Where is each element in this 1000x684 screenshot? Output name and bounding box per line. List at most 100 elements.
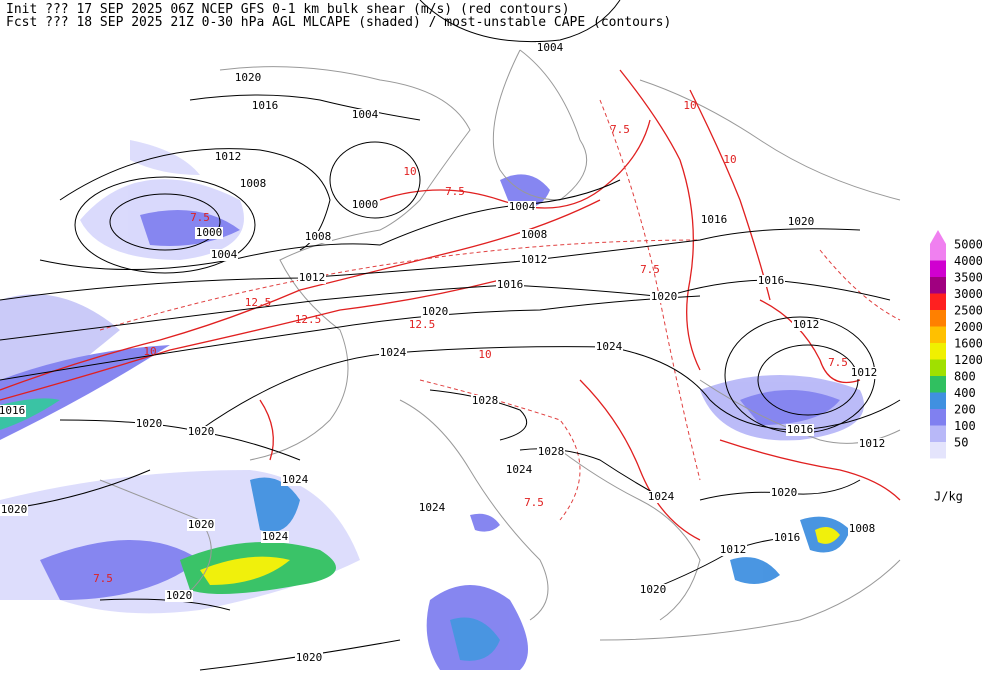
shear-label: 10 [723,153,736,166]
isobar-label: 1024 [506,463,533,476]
shear-label: 7.5 [190,211,210,224]
colorbar-label: 800 [954,370,976,384]
isobar-label: 1024 [380,346,407,359]
isobar-label-bg [187,519,215,531]
isobar-label: 1004 [211,248,238,261]
colorbar-swatch [930,326,946,343]
isobar-label: 1020 [188,518,215,531]
isobar-label-bg [505,464,533,476]
header-line: Init ??? 17 SEP 2025 06Z NCEP GFS 0-1 km… [6,2,570,17]
isobar-label: 1020 [235,71,262,84]
isobar-label-bg [595,341,623,353]
shear-label: 10 [403,165,416,178]
colorbar-swatch [930,244,946,261]
isobar-label-bg [234,72,262,84]
isobar-label: 1016 [497,278,524,291]
shear-label: 7.5 [828,356,848,369]
isobar-label: 1008 [521,228,548,241]
isobar-label: 1024 [419,501,446,514]
colorbar-label: 3000 [954,287,983,301]
colorbar-swatch [930,260,946,277]
isobar-label: 1024 [648,490,675,503]
isobar-label: 1004 [537,41,564,54]
isobar-label-bg [786,424,814,436]
colorbar-label: 1200 [954,353,983,367]
shear-label: 12.5 [295,313,322,326]
isobar-label: 1012 [720,543,747,556]
isobar-label: 1012 [851,366,878,379]
isobar-label-bg [773,532,801,544]
isobar-label: 1016 [787,423,814,436]
colorbar-label: 400 [954,386,976,400]
isobar-label: 1020 [1,503,28,516]
isobar-label-bg [351,109,379,121]
isobar-label-bg [757,275,785,287]
colorbar-arrow [930,230,946,244]
isobar-label-bg [0,405,26,417]
isobar-label-bg [418,502,446,514]
shear-label: 7.5 [610,123,630,136]
isobar-label: 1012 [521,253,548,266]
isobar-label-bg [210,249,238,261]
isobar-label-bg [848,523,876,535]
shear-label: 7.5 [445,185,465,198]
colorbar-swatch [930,442,946,459]
isobar-label-bg [261,531,289,543]
isobar-label: 1020 [771,486,798,499]
shear-label: 7.5 [640,263,660,276]
colorbar-swatch [930,409,946,426]
isobar-label-bg [165,590,193,602]
cape-shading [0,140,864,670]
shear-label: 10 [683,99,696,112]
isobar-label: 1008 [240,177,267,190]
isobar-label: 1016 [0,404,25,417]
isobar-label: 1012 [299,271,326,284]
isobar-label: 1016 [701,213,728,226]
isobar-label-bg [650,291,678,303]
isobar-label: 1024 [282,473,309,486]
isobar-label: 1000 [196,226,223,239]
shear-contours [0,69,901,541]
isobar-label-bg [351,199,379,211]
isobar-label: 1020 [136,417,163,430]
isobar-label-bg [508,201,536,213]
isobar-label: 1016 [758,274,785,287]
colorbar-label: 4000 [954,254,983,268]
isobar-label-bg [251,100,279,112]
isobar-label-bg [298,272,326,284]
isobar-label-bg [787,216,815,228]
colorbar-label: 1600 [954,337,983,351]
isobar-label-bg [520,229,548,241]
colorbar-swatch [930,376,946,393]
isobar-label-bg [850,367,878,379]
isobar-label-bg [214,151,242,163]
isobar-label-bg [719,544,747,556]
isobar-label: 1020 [640,583,667,596]
isobar-label: 1012 [793,318,820,331]
colorbar-swatch [930,343,946,360]
coastlines [99,49,901,641]
shear-label: 12.5 [409,318,436,331]
isobar-label: 1012 [859,437,886,450]
colorbar-swatch [930,310,946,327]
isobar-label: 1008 [305,230,332,243]
isobar-label: 1008 [849,522,876,535]
isobar-label-bg [537,446,565,458]
colorbar-label: 200 [954,403,976,417]
isobar-label-bg [496,279,524,291]
isobar-label-bg [770,487,798,499]
isobar-label-bg [239,178,267,190]
isobar-label: 1020 [296,651,323,664]
isobar-label: 1004 [509,200,536,213]
isobar-label-bg [520,254,548,266]
isobar-label: 1020 [188,425,215,438]
isobar-label-bg [639,584,667,596]
shear-label: 7.5 [93,572,113,585]
isobar-label: 1016 [774,531,801,544]
isobar-label: 1016 [252,99,279,112]
isobar-label-bg [195,227,223,239]
colorbar-swatch [930,359,946,376]
colorbar-label: 5000 [954,238,983,252]
isobar-label-bg [421,306,449,318]
